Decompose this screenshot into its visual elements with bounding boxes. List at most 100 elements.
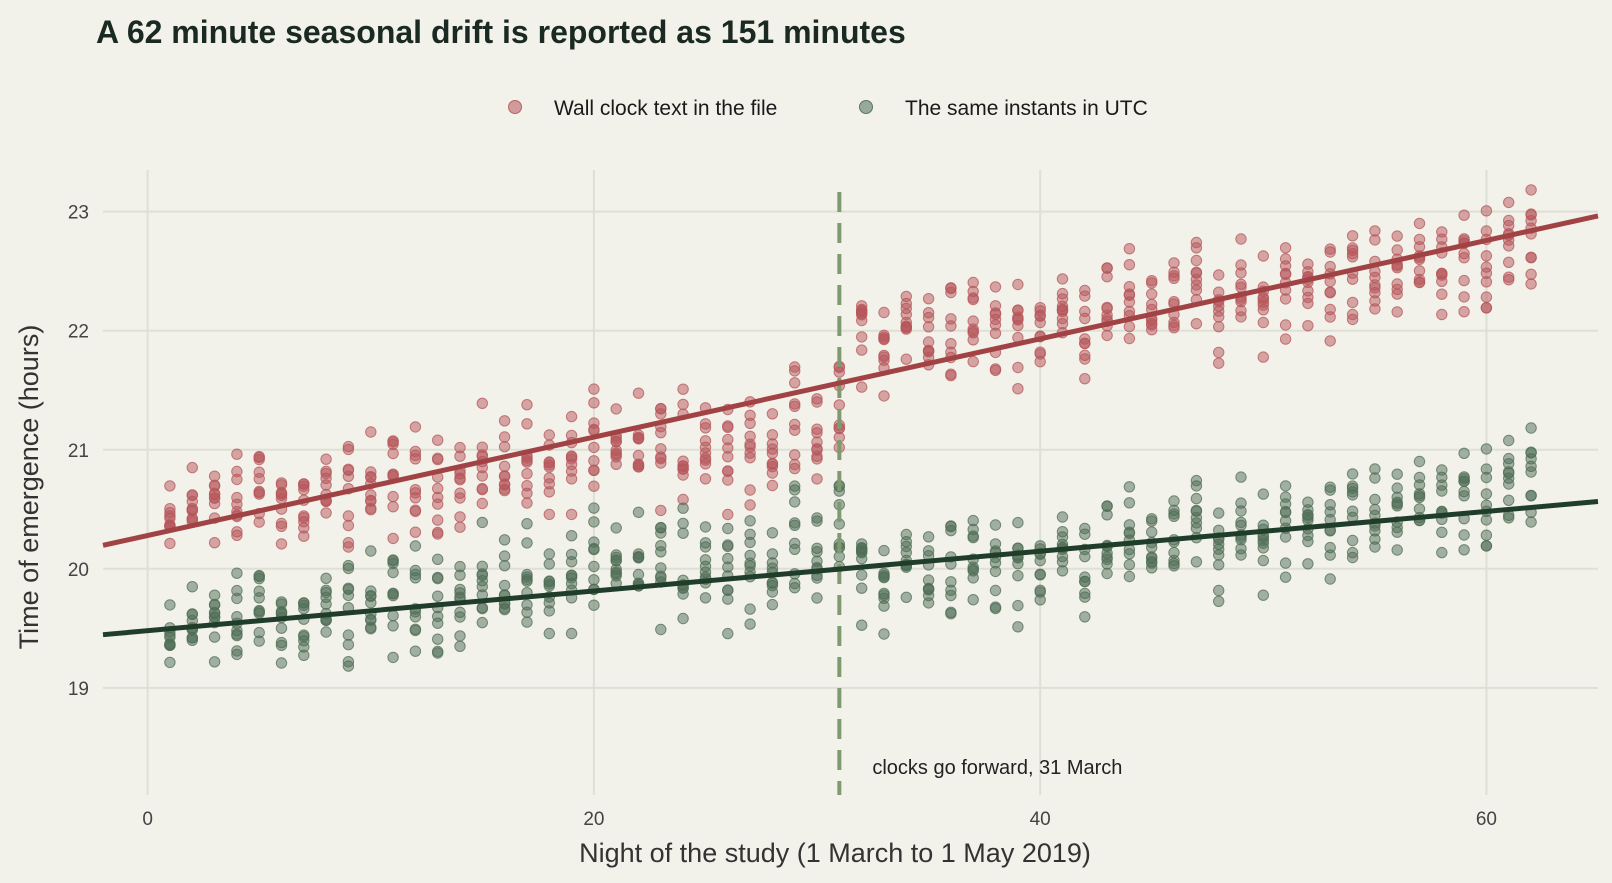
data-point-series-0 <box>1079 312 1091 325</box>
data-point-series-1 <box>945 576 957 588</box>
data-point-series-0 <box>342 464 355 476</box>
data-point-series-0 <box>833 399 845 411</box>
data-point-series-0 <box>521 497 533 509</box>
data-point-series-0 <box>1168 257 1180 269</box>
data-point-series-1 <box>320 584 332 596</box>
data-point-series-0 <box>476 497 488 510</box>
data-point-series-1 <box>610 522 622 534</box>
data-point-series-1 <box>1503 478 1515 490</box>
data-point-series-0 <box>588 455 600 467</box>
data-point-series-0 <box>1101 271 1113 283</box>
data-point-series-1 <box>1123 570 1136 583</box>
data-point-series-1 <box>1503 494 1515 506</box>
data-point-series-1 <box>789 543 801 555</box>
data-point-series-0 <box>811 450 823 462</box>
data-point-series-0 <box>1480 205 1493 217</box>
data-point-series-0 <box>1391 230 1403 242</box>
data-point-series-1 <box>387 557 399 569</box>
data-point-series-0 <box>632 387 645 399</box>
data-point-series-0 <box>476 470 488 482</box>
data-point-series-1 <box>498 560 511 572</box>
data-point-series-1 <box>1235 516 1247 529</box>
data-point-series-0 <box>1503 274 1515 286</box>
data-point-series-1 <box>878 544 890 557</box>
y-tick-label: 22 <box>68 322 89 343</box>
data-point-series-0 <box>208 537 221 549</box>
data-point-series-1 <box>342 583 355 596</box>
data-point-series-1 <box>432 633 444 645</box>
data-point-series-1 <box>989 565 1002 578</box>
data-point-series-1 <box>432 590 444 602</box>
data-point-series-1 <box>365 597 377 609</box>
data-point-series-0 <box>1168 316 1180 329</box>
trend-line-series-0 <box>102 213 1599 548</box>
data-point-series-0 <box>387 438 399 450</box>
data-point-series-0 <box>1257 316 1270 329</box>
data-point-series-1 <box>1034 569 1046 581</box>
data-point-series-1 <box>409 540 422 552</box>
data-point-series-1 <box>298 597 310 609</box>
data-point-series-0 <box>878 329 890 341</box>
data-point-series-0 <box>1257 291 1270 304</box>
data-point-series-1 <box>1056 565 1069 577</box>
data-point-series-0 <box>164 480 176 492</box>
data-point-series-0 <box>498 431 511 443</box>
data-point-series-1 <box>588 543 600 556</box>
data-point-series-1 <box>454 583 466 596</box>
data-point-series-1 <box>543 597 555 609</box>
data-point-series-0 <box>231 498 243 510</box>
data-point-series-1 <box>476 516 488 529</box>
data-point-series-1 <box>1458 447 1470 459</box>
data-point-series-0 <box>588 383 600 395</box>
data-point-series-1 <box>1279 557 1292 569</box>
data-point-series-0 <box>789 365 801 377</box>
data-point-series-0 <box>766 408 779 420</box>
data-point-series-1 <box>565 627 578 640</box>
data-point-series-1 <box>231 567 243 579</box>
data-points <box>164 184 1537 672</box>
data-point-series-0 <box>655 457 667 469</box>
data-point-series-1 <box>208 598 221 611</box>
data-point-series-1 <box>766 598 779 611</box>
data-point-series-1 <box>1525 490 1537 502</box>
data-point-series-1 <box>1213 507 1225 519</box>
data-point-series-0 <box>699 441 712 453</box>
data-point-series-0 <box>856 381 868 393</box>
y-axis-label: Time of emergence (hours) <box>14 325 44 650</box>
data-point-series-1 <box>1458 485 1470 498</box>
data-point-series-0 <box>588 441 600 454</box>
data-point-series-0 <box>1525 184 1537 196</box>
data-point-series-0 <box>789 458 801 471</box>
data-point-series-0 <box>632 449 645 462</box>
data-point-series-0 <box>1480 250 1493 262</box>
data-point-series-1 <box>1190 480 1203 492</box>
data-point-series-0 <box>1257 250 1270 262</box>
data-point-series-1 <box>1391 496 1403 508</box>
data-point-series-0 <box>543 429 555 441</box>
data-point-series-0 <box>744 452 756 464</box>
legend: Wall clock text in the file The same ins… <box>508 97 1148 120</box>
data-point-series-1 <box>1012 570 1024 582</box>
data-point-series-0 <box>454 511 466 523</box>
data-point-series-0 <box>1324 311 1336 323</box>
data-point-series-0 <box>811 423 823 435</box>
data-point-series-1 <box>811 512 823 524</box>
data-point-series-0 <box>1034 309 1046 321</box>
data-point-series-0 <box>543 461 555 473</box>
data-point-series-0 <box>1436 308 1448 321</box>
data-point-series-0 <box>1525 278 1537 290</box>
data-point-series-0 <box>231 529 243 541</box>
data-point-series-1 <box>789 484 801 496</box>
data-point-series-0 <box>856 303 868 316</box>
data-point-series-1 <box>655 540 667 552</box>
data-point-series-0 <box>1146 277 1158 289</box>
data-point-series-1 <box>789 577 801 590</box>
data-point-series-1 <box>320 572 332 584</box>
data-point-series-1 <box>275 657 288 669</box>
data-point-series-0 <box>1079 353 1091 365</box>
data-point-series-0 <box>655 504 667 517</box>
data-point-series-1 <box>588 502 600 514</box>
data-point-series-1 <box>498 534 511 546</box>
data-point-series-0 <box>1525 252 1537 264</box>
legend-label-utc: The same instants in UTC <box>905 97 1148 120</box>
